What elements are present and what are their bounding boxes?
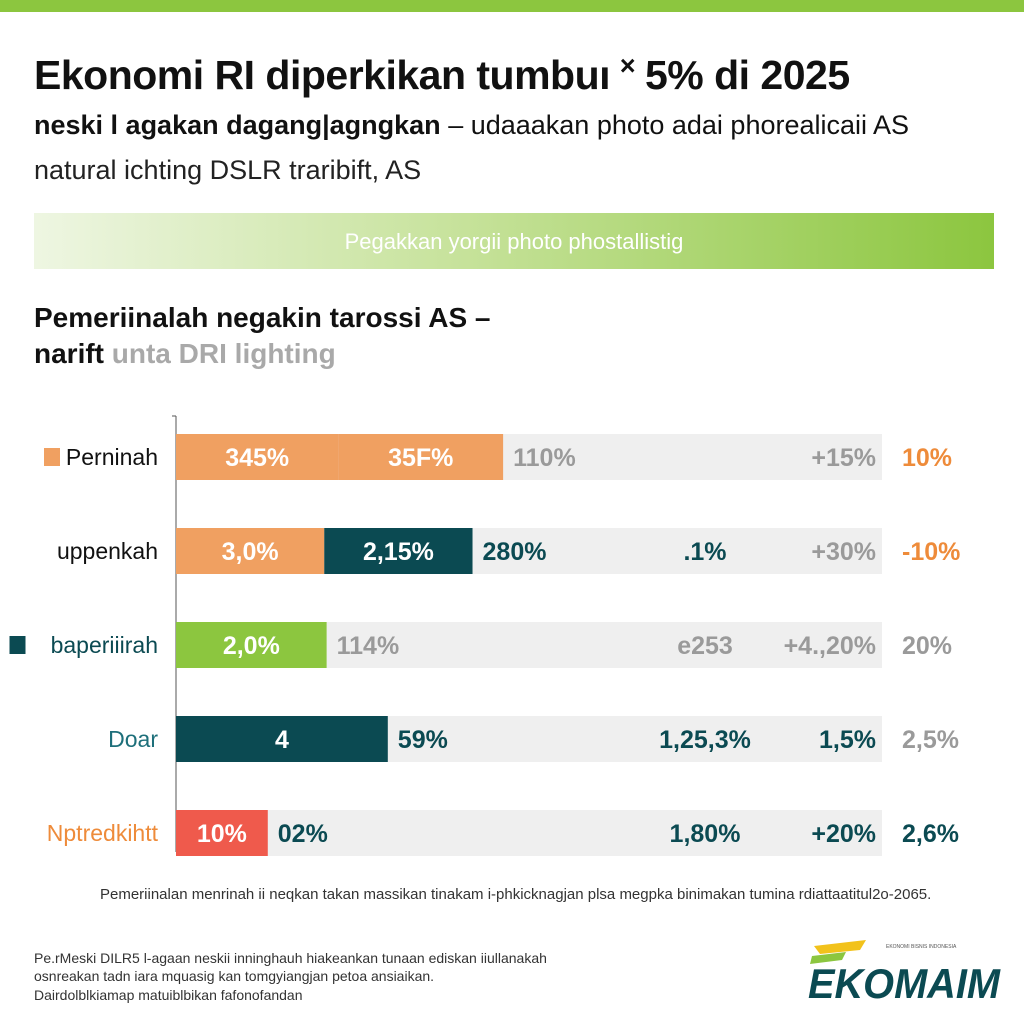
- top-accent-bar: [0, 0, 1024, 12]
- outside-value-label: 2,5%: [902, 726, 959, 754]
- bar-segment: [176, 716, 388, 762]
- trailing-value-label: 114%: [337, 632, 400, 660]
- trailing-value-label: 1,25,3%: [659, 726, 751, 754]
- trailing-value-label: 02%: [278, 820, 328, 848]
- bar-value-label: 35F%: [388, 444, 453, 472]
- section-banner: Pegakkan yorgii photo phostallistig: [34, 213, 994, 269]
- bar-segment: [176, 622, 327, 668]
- bar-value-label: 4: [275, 726, 289, 754]
- trailing-value-label: +20%: [811, 820, 876, 848]
- trailing-value-label: 59%: [398, 726, 448, 754]
- subtitle-rest: – udaaakan photo adai phorealicaii AS: [440, 110, 910, 140]
- chart-footnote: Pemeriinalan menrinah ii neqkan takan ma…: [100, 886, 932, 903]
- logo-mark-green-icon: [810, 952, 846, 964]
- trailing-value-label: 110%: [513, 444, 576, 472]
- trailing-value-label: +30%: [811, 538, 876, 566]
- bar-track: [176, 810, 882, 856]
- trailing-value-label: .1%: [683, 538, 726, 566]
- trailing-value-label: 1,5%: [819, 726, 876, 754]
- chart-title-line-2: narift unta DRI lighting: [34, 338, 336, 370]
- category-label: Perninah: [66, 444, 158, 470]
- category-label: Doar: [108, 726, 158, 752]
- trailing-value-label: +4.,20%: [784, 632, 876, 660]
- trailing-value-label: e253: [677, 632, 733, 660]
- bar-segment: [176, 434, 339, 480]
- chart-title-gray: unta DRI lighting: [104, 338, 336, 369]
- bar-value-label: 2,15%: [363, 538, 434, 566]
- legend-marker-icon: [9, 636, 26, 654]
- outside-value-label: -10%: [902, 538, 960, 566]
- bar-segment: [176, 810, 268, 856]
- source-line-2: osnreakan tadn iara mquasig kan tomgyian…: [34, 968, 435, 984]
- category-label: baperiiirah: [51, 632, 158, 658]
- source-line-1: Pe.rMeski DILR5 l-agaan neskii inninghau…: [34, 950, 547, 966]
- bar-value-label: 2,0%: [223, 632, 280, 660]
- category-label: uppenkah: [57, 538, 158, 564]
- bar-chart: Perninah 345% 35F% 110% +15% 10% uppenkah 3,0% 2…: [9, 415, 960, 856]
- bar-value-label: 345%: [225, 444, 289, 472]
- logo-mark-icon: [814, 940, 866, 954]
- category-label: Nptredkihtt: [47, 820, 159, 846]
- bar-segment: [176, 528, 325, 574]
- chart-title: Pemeriinalah negakin tarossi AS –: [34, 302, 491, 333]
- bar-segment: [324, 528, 473, 574]
- outside-value-label: 10%: [902, 444, 952, 472]
- bar-value-label: 3,0%: [222, 538, 279, 566]
- brand-logo: EKONOMI BISNIS INDONESIA EKOMAIM: [808, 940, 1001, 1004]
- trailing-value-label: 280%: [483, 538, 547, 566]
- logo-tagline: EKONOMI BISNIS INDONESIA: [886, 944, 957, 950]
- logo-text: EKOMAIM: [808, 960, 1001, 1004]
- subtitle: neski l agakan dagang|agngkan – udaaakan…: [34, 110, 909, 141]
- subtitle-bold: neski l agakan dagang|agngkan: [34, 110, 441, 140]
- banner-text: Pegakkan yorgii photo phostallistig: [344, 229, 684, 254]
- source-line-3: Dairdolblkiamap matuiblbikan fafonofanda…: [34, 987, 303, 1003]
- bar-segment: [338, 434, 504, 480]
- trailing-value-label: 1,80%: [670, 820, 741, 848]
- legend-marker-icon: [44, 448, 60, 466]
- bar-value-label: 10%: [197, 820, 247, 848]
- subtitle-line-2: natural ichting DSLR traribift, AS: [34, 155, 422, 185]
- chart-title-bold: narift: [34, 338, 104, 369]
- outside-value-label: 2,6%: [902, 820, 959, 848]
- outside-value-label: 20%: [902, 632, 952, 660]
- page-title: Ekonomi RI diperkikan tumbuı ˟ 5% di 202…: [34, 52, 850, 98]
- trailing-value-label: +15%: [811, 444, 876, 472]
